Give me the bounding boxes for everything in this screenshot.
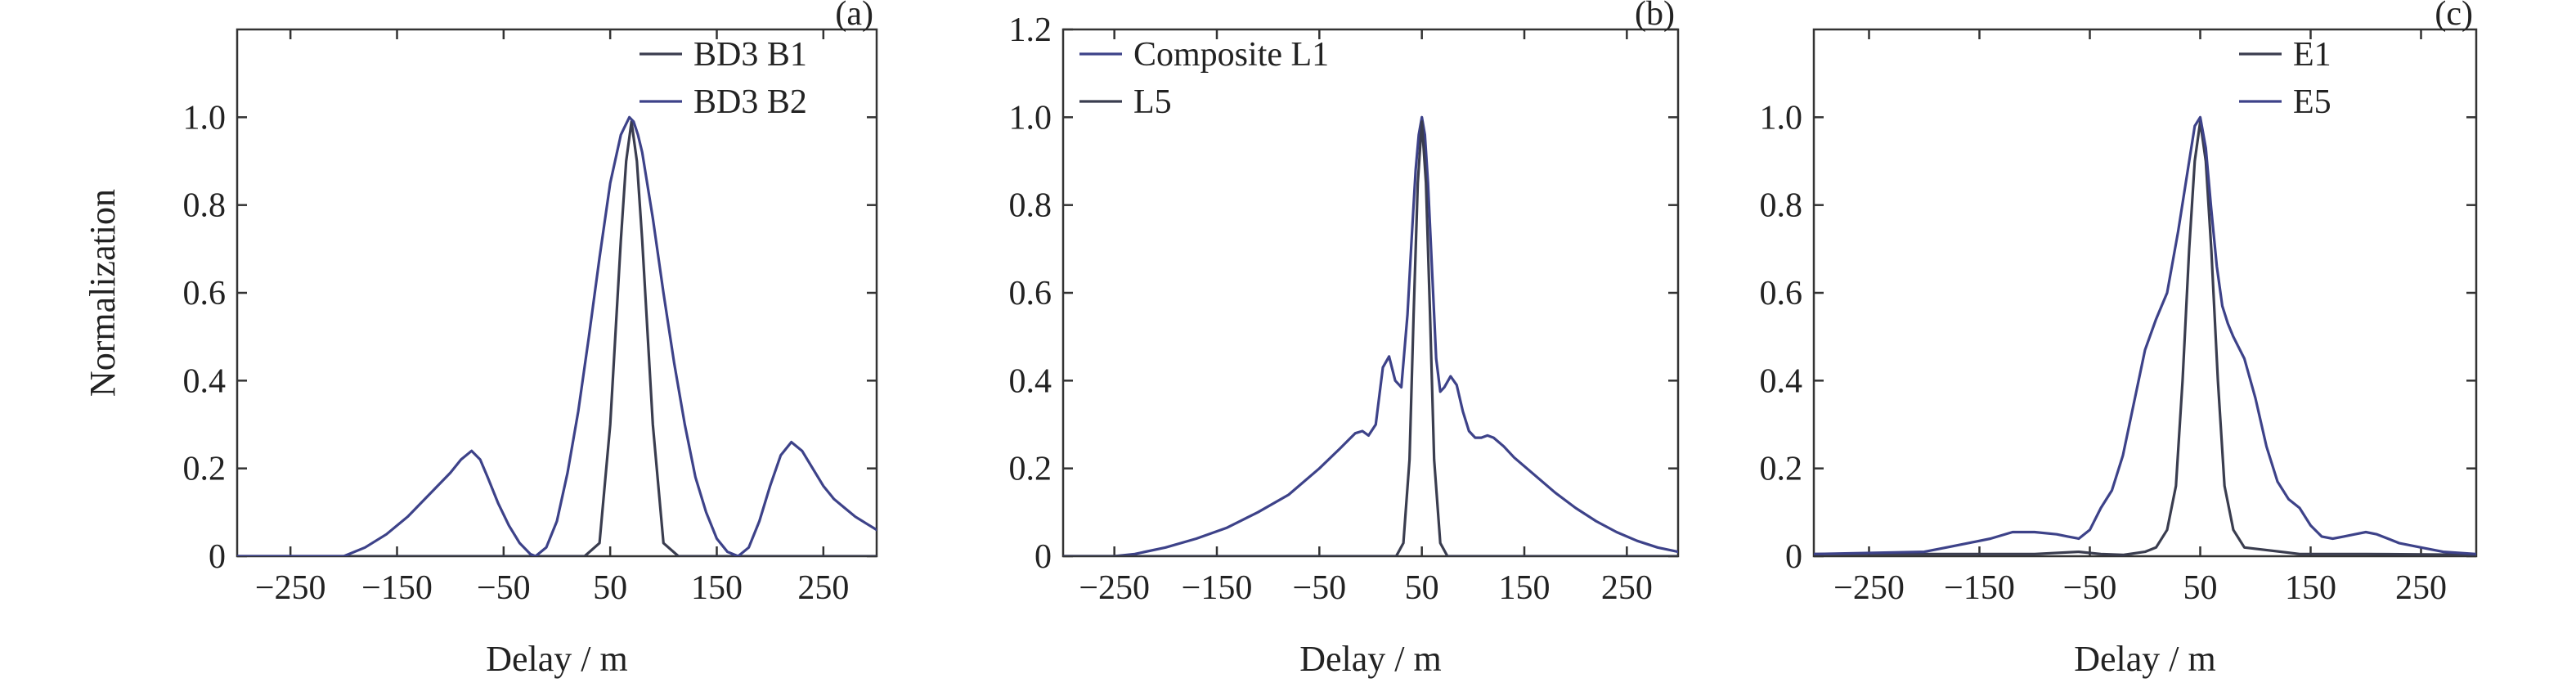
- x-tick-label: 250: [797, 569, 849, 607]
- y-tick-label: 0.2: [1009, 451, 1052, 488]
- legend-label: E1: [2293, 36, 2331, 74]
- y-tick-label: 1.0: [1009, 99, 1052, 137]
- series-line-1: [1814, 120, 2476, 556]
- y-tick-label: 0.8: [1760, 187, 1803, 225]
- y-tick-label: 0.2: [183, 451, 227, 488]
- x-tick-label: 150: [1499, 569, 1551, 607]
- y-tick-label: 0: [209, 538, 226, 576]
- y-axis-label: Normalization: [83, 189, 123, 397]
- x-tick-label: −150: [361, 569, 433, 607]
- y-tick-label: 0.4: [1009, 362, 1052, 400]
- legend-label: L5: [1133, 83, 1172, 121]
- legend-label: Composite L1: [1133, 36, 1329, 74]
- x-tick-label: 150: [691, 569, 743, 607]
- x-tick-label: −50: [477, 569, 531, 607]
- x-tick-label: −250: [1833, 569, 1905, 607]
- y-tick-label: 1.0: [183, 99, 227, 137]
- y-tick-label: 1.2: [1009, 11, 1052, 49]
- x-tick-label: −50: [2063, 569, 2117, 607]
- panel-tag: (a): [835, 0, 873, 33]
- series-line-2: [1814, 115, 2476, 555]
- series-line-1: [237, 120, 877, 556]
- x-tick-label: 150: [2285, 569, 2336, 607]
- panel-c: −250 −150 −50 50 150 250 0 0.2 0.4 0.6 0.8 1.0 Delay…: [1760, 0, 2478, 679]
- x-axis-label: Delay / m: [2074, 639, 2216, 679]
- x-axis-label: Delay / m: [486, 639, 628, 679]
- x-tick-label: 50: [593, 569, 627, 607]
- y-tick-label: 0.6: [1009, 275, 1052, 312]
- y-tick-label: 0: [1785, 538, 1802, 576]
- x-tick-label: 50: [2183, 569, 2218, 607]
- x-tick-label: −50: [1292, 569, 1346, 607]
- panel-b: −250 −150 −50 50 150 250 0 0.2 0.4 0.6 0.8 1.0 1.2 De…: [1009, 0, 1680, 679]
- y-tick-label: 0.2: [1760, 451, 1803, 488]
- y-tick-label: 0.4: [183, 362, 227, 400]
- panel-tag: (b): [1635, 0, 1675, 33]
- x-tick-label: −250: [1079, 569, 1150, 607]
- x-axis-label: Delay / m: [1299, 639, 1442, 679]
- y-tick-label: 0.4: [1760, 362, 1803, 400]
- y-tick-label: 0.6: [183, 275, 227, 312]
- legend-label: E5: [2293, 83, 2331, 121]
- x-tick-label: −150: [1944, 569, 2015, 607]
- plot-frame: [1812, 28, 2478, 558]
- series-line-2: [237, 115, 877, 556]
- series-line-2: [1063, 120, 1678, 556]
- x-tick-label: 250: [2395, 569, 2447, 607]
- x-tick-label: −150: [1182, 569, 1253, 607]
- x-tick-label: 50: [1405, 569, 1439, 607]
- y-tick-label: 0: [1034, 538, 1052, 576]
- legend-label: BD3 B2: [693, 83, 807, 121]
- x-tick-label: 250: [1601, 569, 1653, 607]
- legend-label: BD3 B1: [693, 36, 807, 74]
- panel-a: −250 −150 −50 50 150 250 0 0.2 0.4 0.6 0.8 1.0 Delay…: [83, 0, 878, 679]
- y-tick-label: 1.0: [1760, 99, 1803, 137]
- x-tick-label: −250: [255, 569, 326, 607]
- y-tick-label: 0.8: [183, 187, 227, 225]
- series-line-1: [1063, 115, 1678, 556]
- y-tick-label: 0.6: [1760, 275, 1803, 312]
- panel-tag: (c): [2435, 0, 2473, 33]
- y-tick-label: 0.8: [1009, 187, 1052, 225]
